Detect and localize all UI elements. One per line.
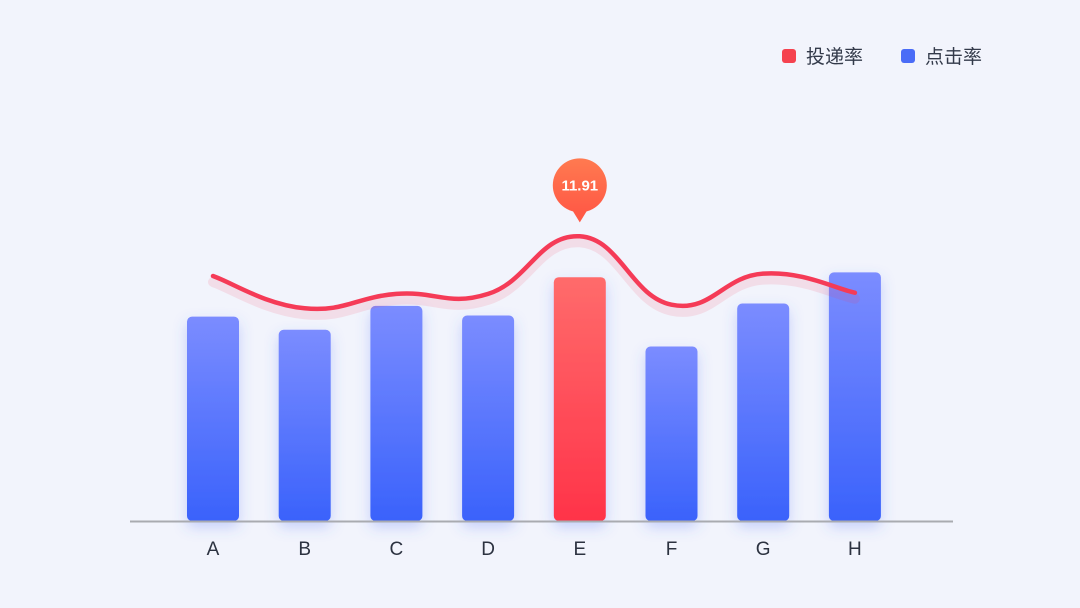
callout-value-label: 11.91 bbox=[561, 177, 598, 194]
legend-swatch-click-rate bbox=[900, 48, 915, 63]
legend: 投递率 点击率 bbox=[781, 42, 982, 69]
legend-item-click-rate: 点击率 bbox=[900, 42, 982, 69]
bar-a bbox=[187, 316, 239, 521]
bar-g bbox=[737, 303, 790, 521]
legend-label-click-rate: 点击率 bbox=[924, 46, 982, 68]
x-tick-label-d: D bbox=[481, 539, 495, 560]
bar-c bbox=[370, 305, 423, 521]
bar-f bbox=[645, 346, 698, 521]
x-tick-label-f: F bbox=[666, 539, 678, 560]
bar-d bbox=[462, 315, 515, 521]
x-tick-label-c: C bbox=[390, 539, 404, 560]
legend-item-delivery-rate: 投递率 bbox=[781, 42, 863, 69]
callout-bubble bbox=[552, 158, 607, 213]
x-tick-label-h: H bbox=[848, 539, 862, 560]
line-series-delivery-rate bbox=[210, 234, 858, 312]
legend-label-delivery-rate: 投递率 bbox=[805, 46, 863, 68]
callout-pointer bbox=[571, 209, 588, 223]
line-series-glow bbox=[208, 237, 860, 320]
legend-swatch-delivery-rate bbox=[781, 48, 796, 63]
x-tick-label-g: G bbox=[756, 539, 771, 560]
bar-b bbox=[278, 329, 331, 521]
x-tick-label-e: E bbox=[573, 539, 586, 560]
x-tick-label-b: B bbox=[298, 539, 311, 560]
x-tick-label-a: A bbox=[207, 539, 220, 560]
bar-e-highlighted bbox=[553, 277, 606, 521]
bar-h bbox=[828, 272, 881, 521]
